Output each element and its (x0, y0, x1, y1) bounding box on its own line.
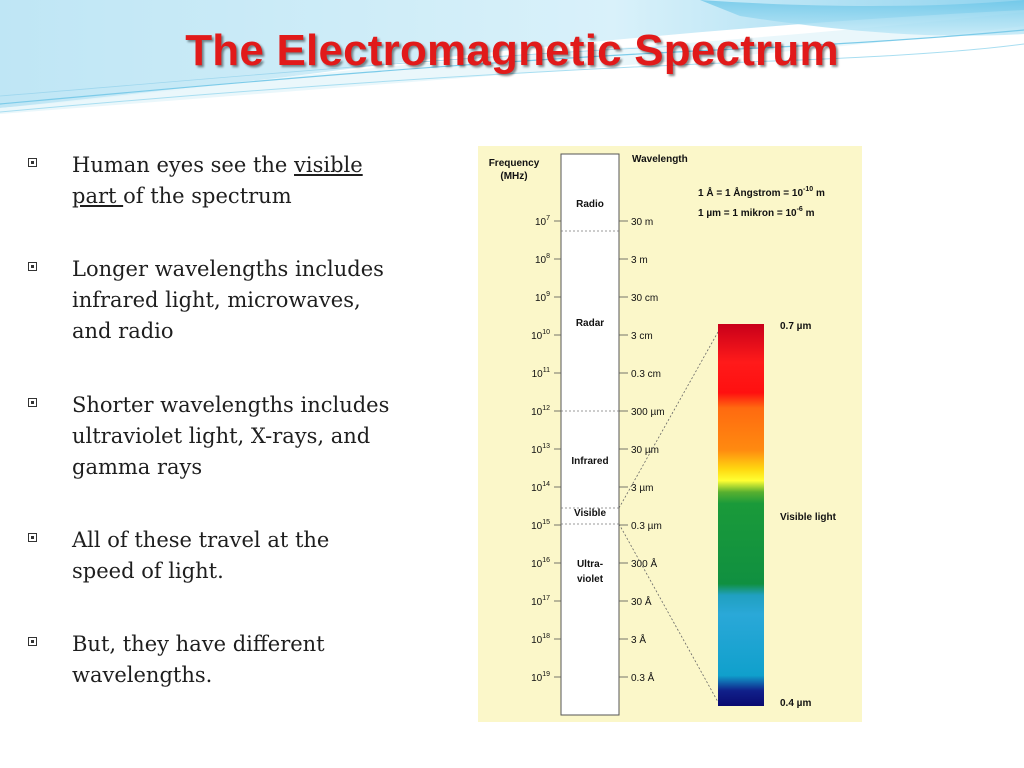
frequency-tick-label: 1013 (531, 443, 550, 456)
wavelength-tick-label: 3 Å (631, 633, 646, 646)
band-label: Ultra- (577, 559, 603, 570)
visible-part-link[interactable]: visible part (72, 153, 363, 208)
wavelength-tick-label: 3 cm (631, 331, 653, 342)
visible-light-zoom: 0.7 µm Visible light 0.4 µm (618, 321, 837, 709)
frequency-tick-label: 1011 (532, 367, 550, 380)
visible-top-label: 0.7 µm (780, 321, 811, 332)
header-wave-decoration (0, 0, 1024, 114)
wavelength-tick-label: 300 Å (631, 557, 657, 570)
zoom-line-bottom (618, 523, 719, 703)
spectrum-diagram: Frequency (MHz) Wavelength 1 Å = 1 Ångst… (478, 146, 862, 722)
frequency-tick-label: 1014 (531, 481, 550, 494)
wavelength-scale: 30 m 3 m 30 cm 3 cm 0.3 cm 300 µm 30 µm 3 µm 0.3… (619, 217, 665, 684)
wavelength-tick-label: 30 m (631, 217, 653, 228)
wavelength-tick-label: 30 µm (631, 445, 659, 456)
bullet-icon (28, 533, 37, 542)
bullet-text: Shorter wavelengths includes ultraviolet… (72, 393, 390, 479)
bullet-text-pre: Human eyes see the (72, 153, 295, 177)
wavelength-header: Wavelength (632, 154, 688, 165)
visible-bottom-label: 0.4 µm (780, 698, 811, 709)
diagram-background (478, 146, 862, 722)
bullet-text: But, they have different wavelengths. (72, 632, 325, 687)
frequency-tick-label: 107 (535, 215, 550, 228)
bullet-icon (28, 158, 37, 167)
frequency-tick-label: 1016 (531, 557, 550, 570)
frequency-tick-label: 1015 (531, 519, 550, 532)
conversion-note: 1 Å = 1 Ångstrom = 10-10 m 1 µm = 1 mikr… (698, 186, 825, 219)
band-dividers (561, 230, 619, 525)
bullet-icon (28, 398, 37, 407)
frequency-tick-label: 1018 (531, 633, 550, 646)
band-label: Infrared (571, 456, 608, 467)
visible-light-bar (718, 324, 764, 706)
wavelength-tick-label: 0.3 Å (631, 671, 655, 684)
band-label: Radio (576, 199, 604, 210)
band-label: Radar (576, 318, 604, 329)
bullet-icon (28, 262, 37, 271)
frequency-tick-label: 1010 (531, 329, 550, 342)
frequency-header: Frequency (489, 158, 540, 169)
bullet-text: All of these travel at the speed of ligh… (72, 528, 330, 583)
visible-light-label: Visible light (780, 512, 837, 523)
frequency-tick-label: 1019 (531, 671, 550, 684)
frequency-tick-label: 1017 (531, 595, 550, 608)
frequency-tick-label: 108 (535, 253, 550, 266)
wavelength-tick-label: 30 cm (631, 293, 658, 304)
band-label: Visible (574, 508, 606, 519)
zoom-line-top (618, 331, 719, 509)
wavelength-tick-label: 300 µm (631, 407, 665, 418)
band-labels: Radio Radar Infrared Visible Ultra-violet (571, 199, 608, 585)
wavelength-tick-label: 3 µm (631, 483, 653, 494)
spectrum-column (560, 153, 620, 716)
band-label: violet (577, 574, 604, 585)
micron-conversion: 1 µm = 1 mikron = 10-6 m (698, 206, 815, 219)
slide-title: The Electromagnetic Spectrum (185, 26, 839, 75)
frequency-tick-label: 109 (535, 291, 550, 304)
bullet-text-post: of the spectrum (123, 184, 292, 208)
frequency-scale: 107 108 109 1010 1011 1012 1013 1014 1015 1016 101… (531, 215, 561, 684)
wavelength-tick-label: 30 Å (631, 595, 652, 608)
wavelength-tick-label: 0.3 µm (631, 521, 662, 532)
wavelength-tick-label: 3 m (631, 255, 648, 266)
angstrom-conversion: 1 Å = 1 Ångstrom = 10-10 m (698, 186, 825, 199)
bullet-text: Longer wavelengths includes infrared lig… (72, 257, 384, 343)
wavelength-tick-label: 0.3 cm (631, 369, 661, 380)
bullet-text: Human eyes see the visible part of the s… (72, 150, 392, 212)
bullet-icon (28, 637, 37, 646)
frequency-header-unit: (MHz) (500, 171, 527, 182)
frequency-tick-label: 1012 (531, 405, 550, 418)
